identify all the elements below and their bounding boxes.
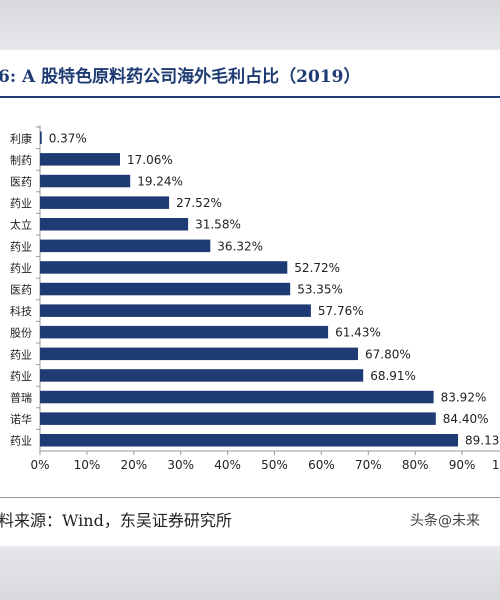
data-label: 19.24% — [137, 175, 183, 189]
category-label: 诺华 — [10, 412, 32, 426]
data-label: 36.32% — [217, 239, 263, 253]
bar — [40, 390, 434, 404]
data-label: 17.06% — [127, 153, 173, 167]
x-tick-label: 90% — [449, 458, 476, 472]
category-label: 药业 — [10, 197, 32, 210]
x-tick-label: 60% — [308, 458, 335, 472]
data-label: 0.37% — [49, 131, 87, 145]
category-label: 药业 — [10, 435, 32, 448]
data-label: 27.52% — [176, 196, 222, 210]
backdrop-bottom — [0, 548, 500, 600]
source-divider — [0, 497, 500, 498]
x-tick-label: 80% — [402, 458, 429, 472]
bar — [40, 153, 120, 166]
category-label: 药业 — [10, 370, 32, 383]
bar — [40, 369, 364, 382]
category-label: 药业 — [10, 348, 32, 361]
category-label: 太立 — [10, 218, 32, 232]
bar — [40, 174, 131, 188]
bar — [40, 261, 288, 274]
x-tick-label: 0% — [30, 458, 49, 472]
category-label: 医药 — [10, 176, 32, 189]
bar — [40, 347, 358, 361]
bar — [40, 196, 170, 209]
category-label: 药业 — [10, 240, 32, 253]
data-label: 84.40% — [443, 412, 489, 426]
title-divider — [0, 96, 500, 98]
data-label: 67.80% — [365, 347, 411, 361]
data-label: 83.92% — [441, 391, 487, 405]
category-label: 利康 — [10, 131, 32, 145]
source-note: 料来源：Wind，东吴证券研究所 — [0, 511, 232, 530]
x-tick-label: 100% — [492, 458, 500, 472]
category-label: 股份 — [10, 327, 32, 340]
category-label: 药业 — [10, 262, 32, 275]
bar — [40, 325, 329, 339]
x-tick-label: 40% — [214, 458, 241, 472]
category-label: 普瑞 — [10, 391, 32, 405]
data-label: 52.72% — [294, 261, 340, 275]
data-label: 31.58% — [195, 218, 241, 232]
x-tick-label: 20% — [120, 458, 147, 472]
data-label: 57.76% — [318, 304, 364, 318]
bar — [40, 218, 189, 231]
watermark: 头条@未来 — [410, 513, 480, 529]
bar — [40, 282, 291, 296]
x-tick-label: 10% — [74, 458, 101, 472]
bar — [40, 412, 436, 425]
bar-chart: 0.37% 利康 17.06% 制药 19.24% 医药 27.52% 药业 31.58% 太立 3… — [10, 125, 500, 472]
x-tick-label: 50% — [261, 458, 288, 472]
category-label: 科技 — [10, 304, 32, 318]
data-label: 89.13% — [465, 434, 500, 448]
report-figure: 6: A 股特色原料药公司海外毛利占比（2019） 0.37% 利康 17.06% 制… — [0, 50, 500, 546]
backdrop-top — [0, 0, 500, 48]
bar — [40, 304, 311, 317]
category-label: 制药 — [10, 154, 32, 167]
x-tick-label: 70% — [355, 458, 382, 472]
category-label: 医药 — [10, 284, 32, 297]
chart-title: 6: A 股特色原料药公司海外毛利占比（2019） — [0, 67, 361, 87]
bar — [40, 239, 211, 253]
bar — [40, 434, 458, 447]
x-tick-label: 30% — [167, 458, 194, 472]
data-label: 53.35% — [297, 283, 343, 297]
bar — [40, 131, 42, 144]
data-label: 61.43% — [335, 326, 381, 340]
data-label: 68.91% — [370, 369, 416, 383]
